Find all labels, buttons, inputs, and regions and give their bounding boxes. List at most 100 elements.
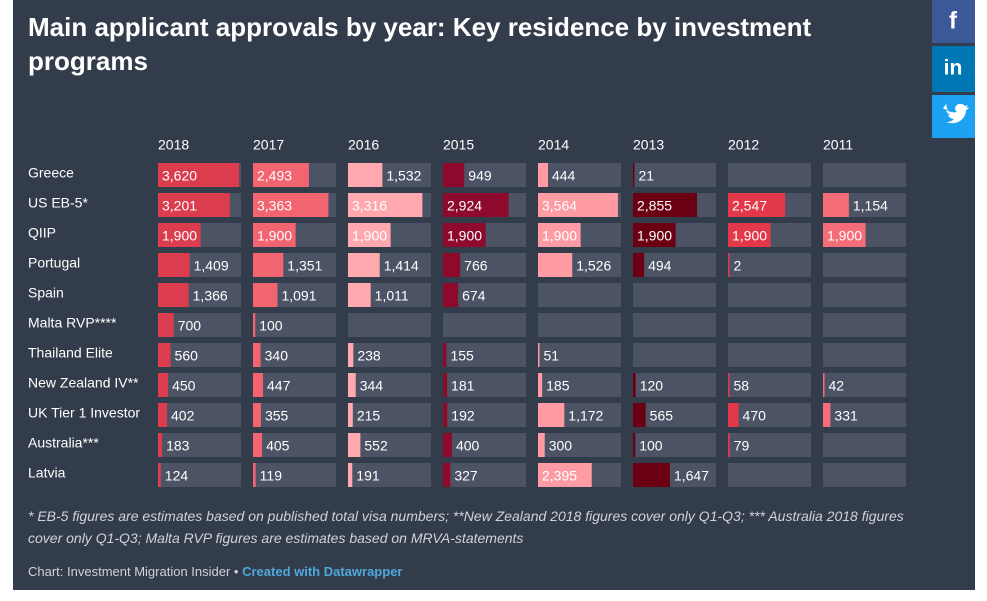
row-label: Malta RVP**** [28, 315, 117, 331]
cell-background [728, 163, 811, 187]
value-label: 181 [451, 378, 475, 394]
bar [443, 193, 509, 217]
value-label: 3,316 [352, 198, 387, 214]
cell-background [538, 313, 621, 337]
value-label: 1,172 [568, 408, 603, 424]
bar [158, 163, 240, 187]
bar [538, 343, 540, 367]
cell-background [348, 373, 431, 397]
bar [253, 163, 309, 187]
value-label: 447 [267, 378, 291, 394]
cell-background [443, 343, 526, 367]
value-label: 552 [364, 438, 388, 454]
bar [253, 193, 329, 217]
cell-background [538, 373, 621, 397]
bar [253, 283, 278, 307]
bar [158, 193, 230, 217]
value-label: 2,924 [447, 198, 482, 214]
value-label: 402 [171, 408, 195, 424]
bar [728, 193, 786, 217]
bar [253, 463, 256, 487]
value-label: 1,414 [384, 258, 419, 274]
value-label: 355 [265, 408, 289, 424]
row-label: Australia*** [28, 435, 99, 451]
value-label: 3,363 [257, 198, 292, 214]
value-label: 1,351 [287, 258, 322, 274]
value-label: 300 [549, 438, 573, 454]
cell-background [823, 313, 906, 337]
cell-background [348, 343, 431, 367]
facebook-icon[interactable]: f [949, 7, 958, 34]
cell-background [253, 373, 336, 397]
row-label: US EB-5* [28, 195, 88, 211]
value-label: 1,091 [281, 288, 316, 304]
value-label: 1,366 [193, 288, 228, 304]
cell-background [158, 373, 241, 397]
bar [443, 343, 447, 367]
bar [633, 373, 636, 397]
bar [443, 223, 486, 247]
value-label: 1,409 [194, 258, 229, 274]
bar [633, 163, 635, 187]
value-label: 1,526 [576, 258, 611, 274]
linkedin-button[interactable] [932, 46, 975, 92]
cell-background [633, 163, 716, 187]
cell-background [633, 433, 716, 457]
value-label: 2 [734, 258, 742, 274]
row-label: Latvia [28, 465, 66, 481]
twitter-icon[interactable] [943, 103, 969, 124]
cell-background [728, 313, 811, 337]
value-label: 1,900 [637, 228, 672, 244]
value-label: 1,900 [162, 228, 197, 244]
bar [728, 223, 771, 247]
cell-background [728, 433, 811, 457]
cell-background [538, 433, 621, 457]
value-label: 120 [640, 378, 664, 394]
credit-link[interactable]: Created with Datawrapper [242, 564, 403, 579]
bar [823, 193, 849, 217]
row-label: Spain [28, 285, 64, 301]
bar [443, 253, 461, 277]
column-header: 2011 [823, 137, 853, 153]
value-label: 2,855 [637, 198, 672, 214]
bar [538, 163, 548, 187]
facebook-button[interactable] [932, 0, 975, 43]
cell-background [728, 403, 811, 427]
cell-background [633, 313, 716, 337]
bar [538, 463, 592, 487]
bar [158, 343, 171, 367]
value-label: 700 [178, 318, 202, 334]
value-label: 2,395 [542, 468, 577, 484]
cell-background [823, 163, 906, 187]
row-label: Greece [28, 165, 74, 181]
value-label: 444 [552, 168, 576, 184]
value-label: 100 [259, 318, 283, 334]
bar [823, 223, 866, 247]
cell-background [253, 433, 336, 457]
bar [348, 283, 371, 307]
value-label: 58 [734, 378, 750, 394]
bar [633, 403, 646, 427]
value-label: 124 [165, 468, 189, 484]
bar [633, 193, 698, 217]
cell-background [538, 283, 621, 307]
cell-background [443, 433, 526, 457]
cell-background [823, 253, 906, 277]
bar [728, 403, 739, 427]
cell-background [253, 343, 336, 367]
bar [158, 223, 201, 247]
value-label: 100 [639, 438, 663, 454]
value-label: 331 [834, 408, 858, 424]
bar [538, 433, 545, 457]
linkedin-icon[interactable]: in [944, 57, 963, 80]
bar [538, 223, 581, 247]
value-label: 79 [734, 438, 750, 454]
bar [633, 463, 670, 487]
cell-background [633, 283, 716, 307]
value-label: 1,900 [352, 228, 387, 244]
bar [443, 433, 452, 457]
value-label: 51 [544, 348, 560, 364]
cell-background [633, 403, 716, 427]
bar [728, 373, 730, 397]
